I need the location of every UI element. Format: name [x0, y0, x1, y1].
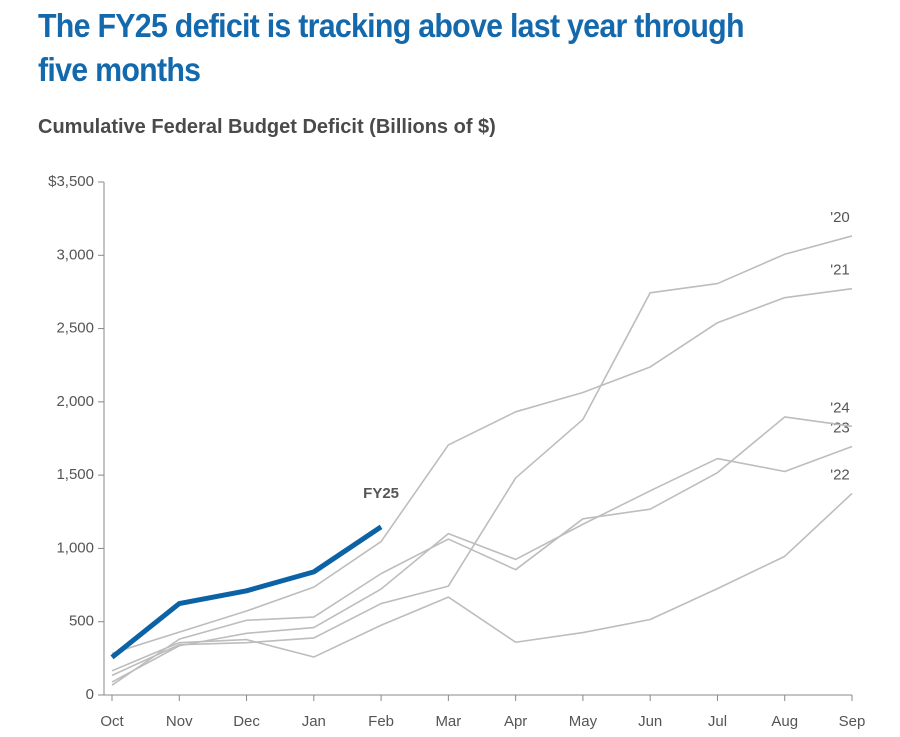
chart-title: The FY25 deficit is tracking above last …: [38, 7, 745, 88]
x-tick-label: Jan: [302, 713, 326, 730]
series-line: [111, 492, 853, 672]
series-label: '22: [830, 466, 850, 483]
y-tick-label: 500: [69, 613, 94, 630]
series-label: '23: [830, 420, 850, 437]
y-tick-label: 2,000: [56, 393, 94, 410]
y-tick-label: 1,500: [56, 466, 94, 483]
series-label: '20: [830, 209, 850, 226]
x-tick-label: Oct: [100, 713, 124, 730]
series-line: [111, 287, 853, 655]
x-tick-label: Dec: [233, 713, 260, 730]
x-tick-label: Mar: [435, 713, 461, 730]
x-tick-label: May: [569, 713, 598, 730]
y-tick-label: 3,000: [56, 246, 94, 263]
chart-subtitle: Cumulative Federal Budget Deficit (Billi…: [38, 116, 496, 138]
x-tick-label: Apr: [504, 713, 527, 730]
series-line: [111, 235, 853, 677]
x-tick-label: Aug: [771, 713, 798, 730]
y-tick-label: 0: [86, 686, 94, 703]
x-tick-label: Sep: [839, 713, 866, 730]
series-line: [111, 416, 853, 686]
x-tick-label: Nov: [166, 713, 193, 730]
series-line: [111, 445, 853, 683]
x-tick-label: Feb: [368, 713, 394, 730]
series-label: '24: [830, 399, 850, 416]
series-label: FY25: [363, 485, 399, 502]
series-line: [110, 524, 383, 660]
y-tick-label: 1,000: [56, 539, 94, 556]
y-tick-label: $3,500: [48, 173, 94, 190]
x-tick-label: Jun: [638, 713, 662, 730]
y-tick-label: 2,500: [56, 320, 94, 337]
x-tick-label: Jul: [708, 713, 727, 730]
series-label: '21: [830, 262, 850, 279]
